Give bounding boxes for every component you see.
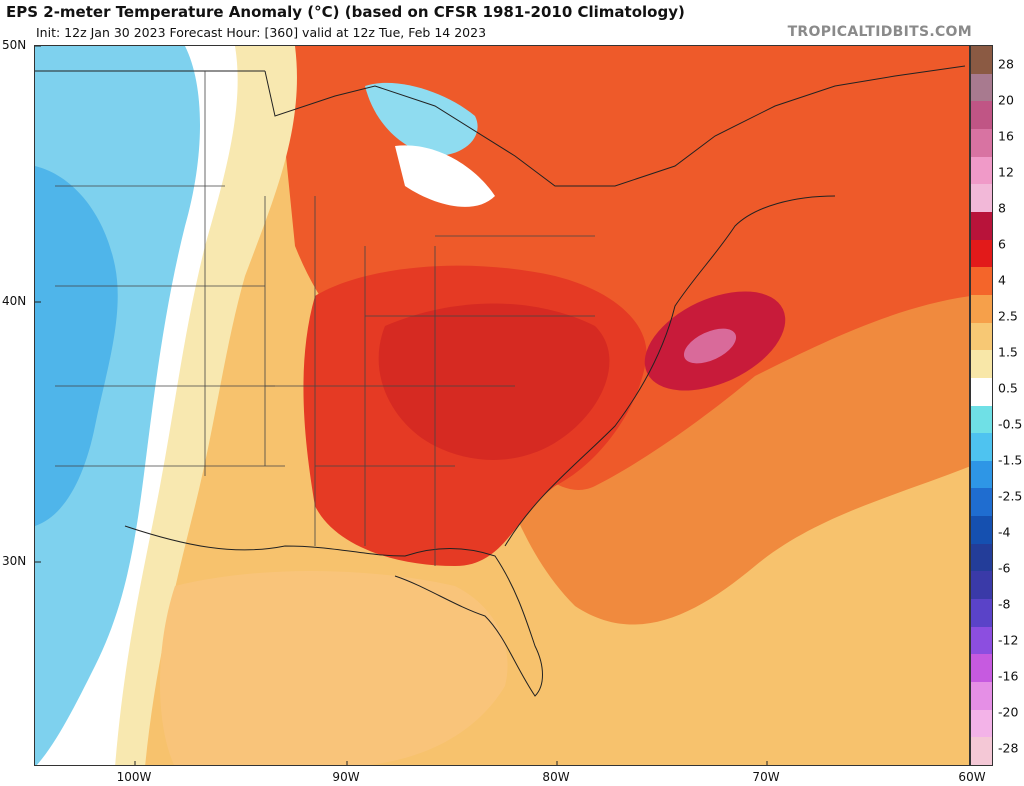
colorbar-segment [971, 156, 992, 185]
great-lakes-neutral [395, 145, 495, 207]
map-canvas [35, 46, 969, 765]
west-cool-core [35, 166, 118, 526]
offshore-peak [683, 328, 737, 364]
colorbar-label: -16 [998, 668, 1019, 684]
lon-label-70w: 70W [752, 770, 780, 784]
colorbar-label: 28 [998, 56, 1014, 72]
colorbar-segment [971, 184, 992, 213]
colorbar-label: 8 [998, 200, 1006, 216]
map-title: EPS 2-meter Temperature Anomaly (°C) (ba… [6, 3, 685, 21]
colorbar-label: 20 [998, 92, 1014, 108]
colorbar-segment [971, 211, 992, 241]
forecast-info: Init: 12z Jan 30 2023 Forecast Hour: [36… [36, 25, 487, 40]
colorbar-segment [971, 101, 992, 130]
eastern-us-strong-warm [378, 303, 610, 460]
lat-label-50n: 50N [2, 38, 27, 52]
colorbar-segment [971, 488, 992, 517]
colorbar-label: 2.5 [998, 308, 1018, 324]
lat-label-40n: 40N [2, 294, 27, 308]
colorbar-label: -12 [998, 632, 1019, 648]
state-borders [55, 71, 595, 566]
colorbar-segment [971, 737, 992, 766]
colorbar-label: -6 [998, 560, 1011, 576]
colorbar-label: -4 [998, 524, 1011, 540]
graticule-ticks [35, 46, 768, 765]
colorbar-label: -28 [998, 740, 1019, 756]
colorbar-segment [971, 350, 992, 379]
colorbar-segment [971, 377, 992, 406]
colorbar-label: 16 [998, 128, 1014, 144]
colorbar-segment [971, 405, 992, 434]
colorbar-segment [971, 682, 992, 711]
colorbar-segment [971, 599, 992, 628]
colorbar-segment [971, 460, 992, 489]
great-lakes-cool [365, 82, 478, 156]
colorbar-segment [971, 709, 992, 738]
colorbar-segment [971, 73, 992, 102]
colorbar-label: -20 [998, 704, 1019, 720]
colorbar [970, 45, 993, 766]
colorbar-segment [971, 516, 992, 545]
colorbar-segment [971, 626, 992, 655]
lon-label-100w: 100W [116, 770, 152, 784]
colorbar-label: -0.5 [998, 416, 1023, 432]
colorbar-label: 4 [998, 272, 1006, 288]
brand-watermark: TROPICALTIDBITS.COM [787, 24, 972, 40]
colorbar-segment [971, 46, 992, 75]
colorbar-label: -8 [998, 596, 1011, 612]
colorbar-segment [971, 543, 992, 572]
colorbar-segment [971, 239, 992, 268]
lon-label-60w: 60W [958, 770, 986, 784]
colorbar-segment [971, 267, 992, 296]
lon-label-80w: 80W [542, 770, 570, 784]
colorbar-label: 12 [998, 164, 1014, 180]
coastlines [35, 65, 966, 697]
lat-label-30n: 30N [2, 554, 27, 568]
colorbar-segment [971, 571, 992, 600]
colorbar-label: 1.5 [998, 344, 1018, 360]
colorbar-segment [971, 654, 992, 683]
colorbar-segment [971, 128, 992, 158]
colorbar-label: -2.5 [998, 488, 1023, 504]
anomaly-map [34, 45, 970, 766]
colorbar-segment [971, 294, 992, 324]
colorbar-label: 0.5 [998, 380, 1018, 396]
gulf-warm [160, 571, 508, 765]
colorbar-label: 6 [998, 236, 1006, 252]
colorbar-segment [971, 433, 992, 462]
colorbar-label: -1.5 [998, 452, 1023, 468]
colorbar-segment [971, 322, 992, 351]
lon-label-90w: 90W [332, 770, 360, 784]
